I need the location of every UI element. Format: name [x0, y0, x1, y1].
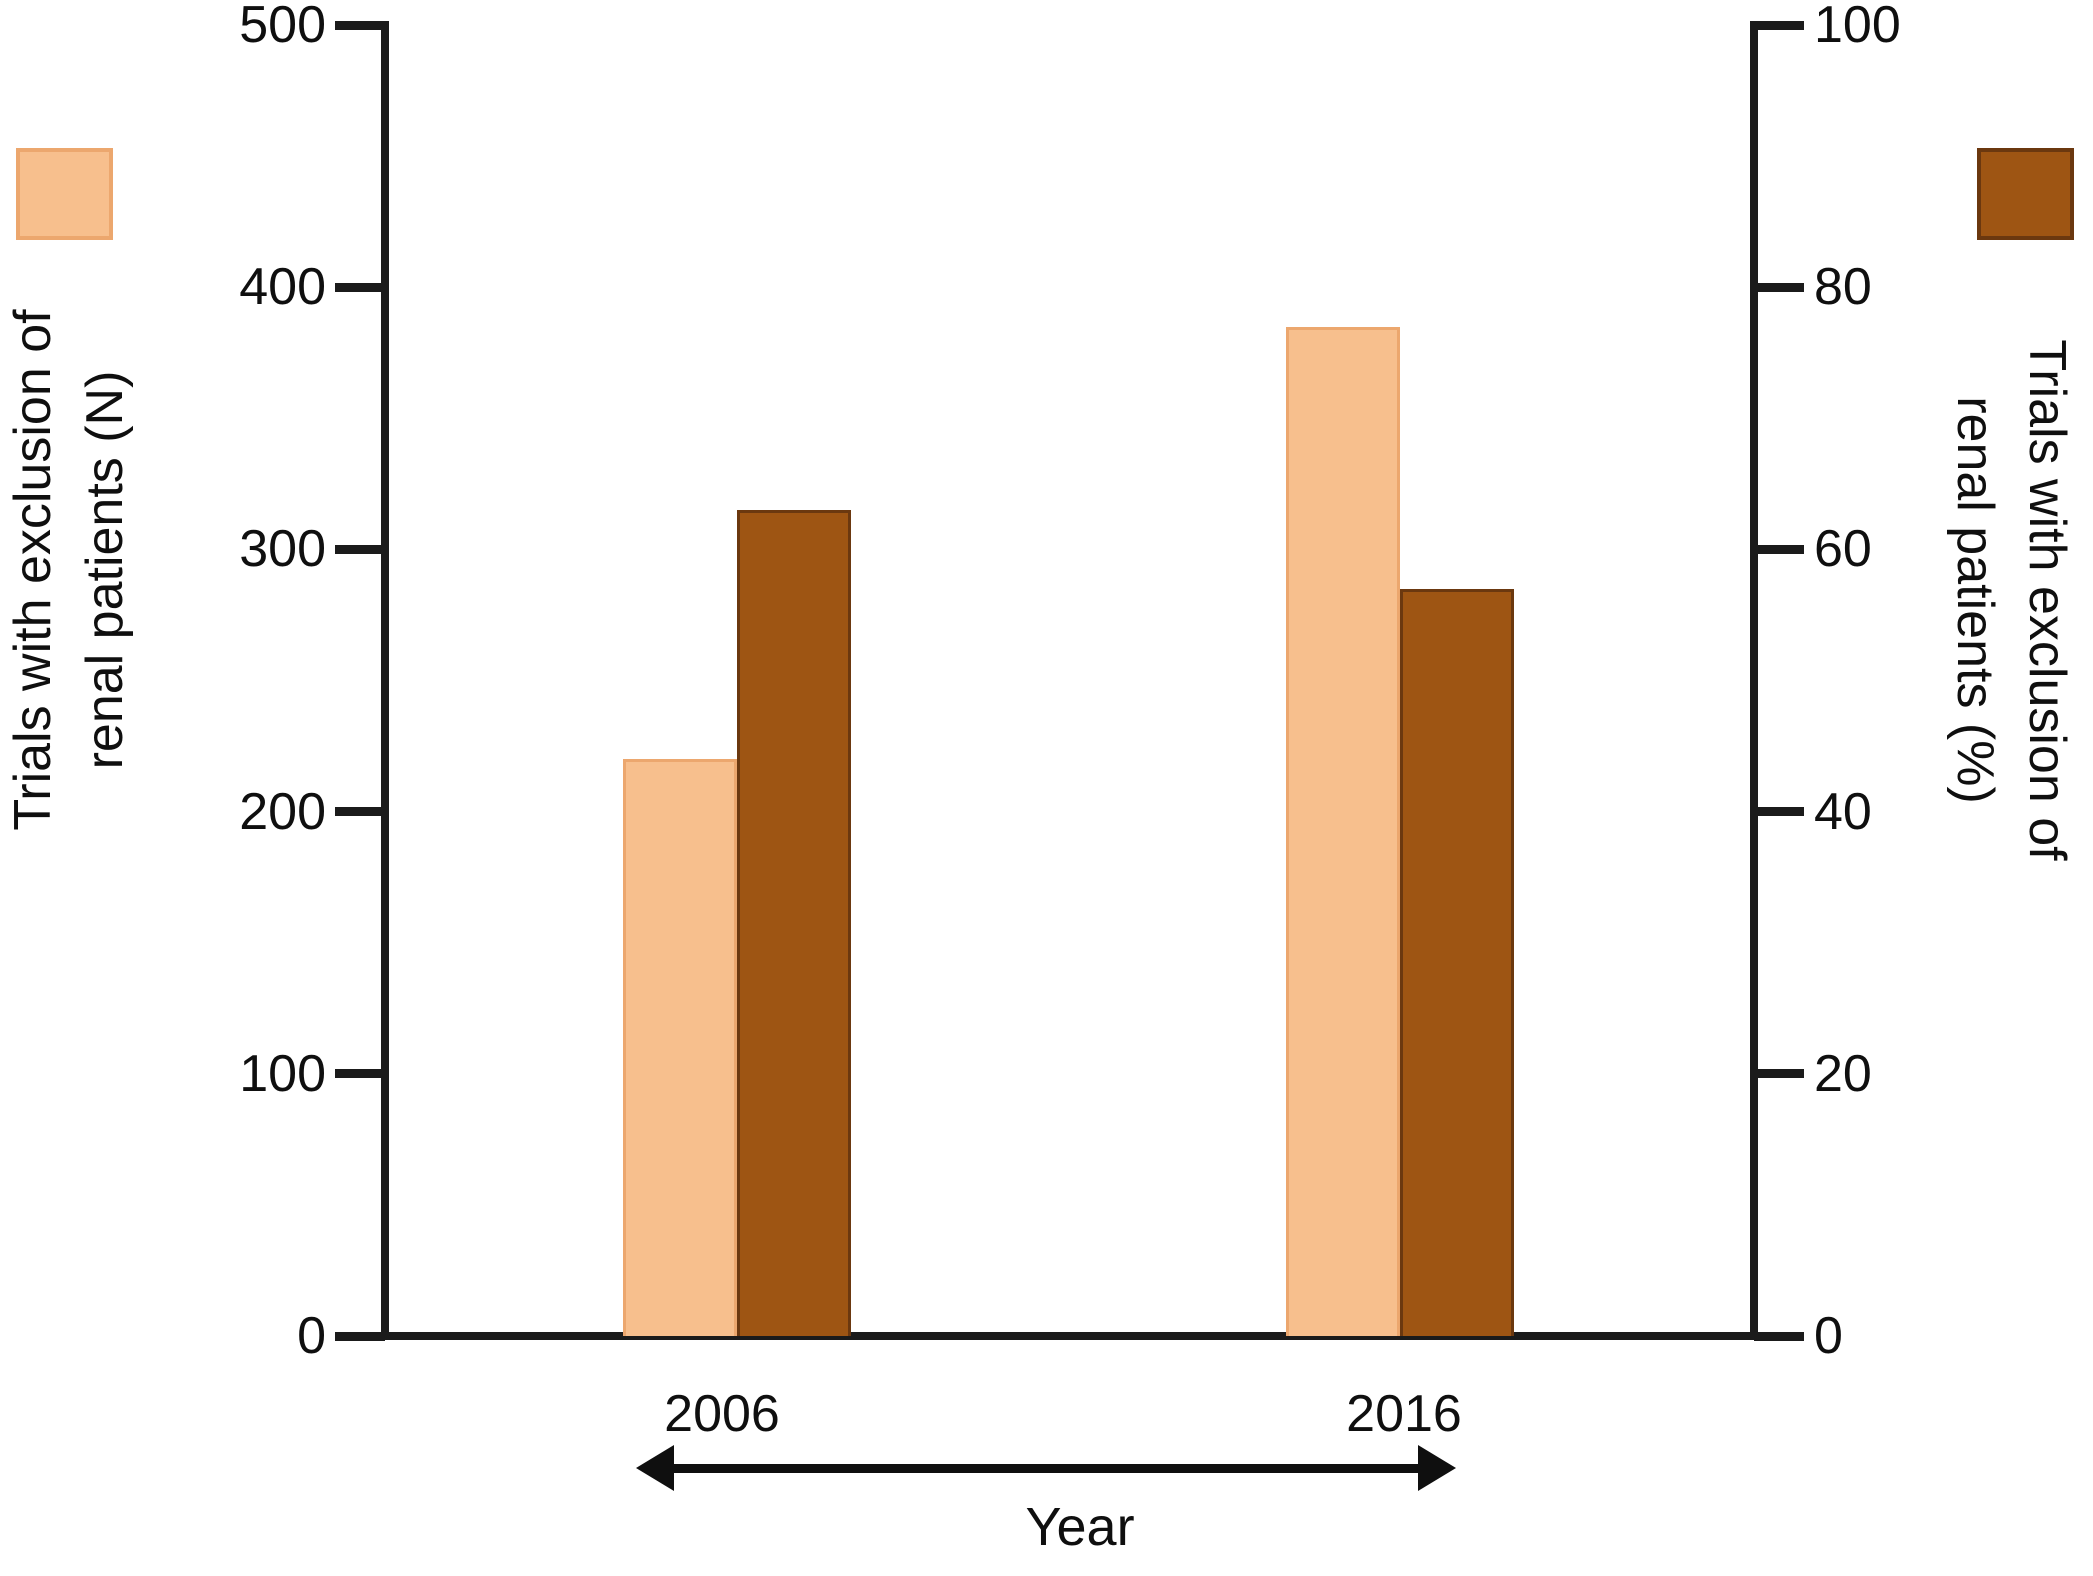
left-axis-tick-label: 300: [239, 520, 326, 579]
legend-swatch-n-trials: [16, 148, 113, 240]
x-category-label: 2016: [1346, 1385, 1462, 1443]
left-axis-tick: [335, 807, 385, 817]
bar-pct-2016: [1400, 588, 1514, 1336]
left-axis-tick-label: 400: [239, 258, 326, 317]
year-range-arrow: [668, 1464, 1424, 1473]
legend-swatch-percent-trials: [1977, 148, 2074, 240]
left-axis-tick: [335, 20, 385, 30]
right-axis-title-line1: Trials with exclusion of: [2018, 339, 2076, 861]
left-axis-tick: [335, 1331, 385, 1341]
arrow-right-head-icon: [1418, 1445, 1456, 1491]
x-axis-title: Year: [1025, 1497, 1135, 1557]
right-axis-tick-label: 40: [1814, 782, 1872, 841]
left-axis-line: [381, 21, 389, 1340]
right-axis-tick: [1754, 1069, 1804, 1079]
right-axis-title-line2: renal patients (%): [1946, 396, 2004, 804]
right-axis-tick-label: 60: [1814, 520, 1872, 579]
left-axis-title: Trials with exclusion of renal patients …: [0, 210, 147, 930]
x-axis-line: [381, 1332, 1758, 1340]
left-axis-tick-label: 500: [239, 0, 326, 54]
right-axis-tick: [1754, 1331, 1804, 1341]
left-axis-title-line1: Trials with exclusion of: [4, 309, 62, 831]
arrow-left-head-icon: [636, 1445, 674, 1491]
x-category-label: 2006: [664, 1385, 780, 1443]
bar-n-2006: [623, 759, 737, 1336]
left-axis-tick: [335, 1069, 385, 1079]
right-axis-line: [1750, 21, 1758, 1340]
bar-n-2016: [1286, 326, 1400, 1336]
right-axis-tick-label: 20: [1814, 1044, 1872, 1103]
right-axis-tick: [1754, 807, 1804, 817]
right-axis-tick: [1754, 20, 1804, 30]
left-axis-tick-label: 200: [239, 782, 326, 841]
right-axis-tick-label: 80: [1814, 258, 1872, 317]
left-axis-tick-label: 0: [297, 1307, 326, 1365]
right-axis-tick-label: 100: [1814, 0, 1901, 54]
right-axis-tick: [1754, 544, 1804, 554]
left-axis-tick: [335, 282, 385, 292]
left-axis-tick-label: 100: [239, 1044, 326, 1103]
left-axis-title-line2: renal patients (N): [76, 370, 134, 770]
right-axis-tick: [1754, 282, 1804, 292]
left-axis-tick: [335, 544, 385, 554]
right-axis-title: Trials with exclusion of renal patients …: [1933, 220, 2083, 980]
bar-pct-2006: [737, 510, 851, 1336]
right-axis-tick-label: 0: [1814, 1307, 1843, 1365]
